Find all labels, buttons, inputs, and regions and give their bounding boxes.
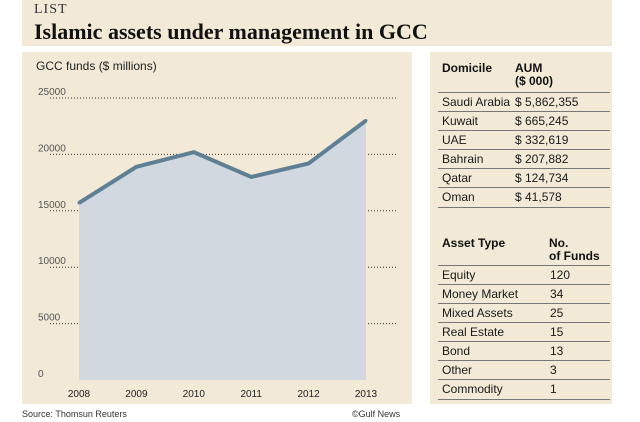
asset-value: 3 [550,363,557,377]
domicile-value: $ 207,882 [515,152,569,166]
domicile-header: Domicile [442,61,493,75]
asset-name: Mixed Assets [442,306,513,320]
x-tick-label: 2011 [240,389,262,400]
table-row: Saudi Arabia $ 5,862,355 [438,92,610,112]
domicile-value: $ 41,578 [515,190,562,204]
x-tick-label: 2009 [125,389,148,400]
asset-value: 1 [550,382,557,396]
domicile-name: UAE [442,133,467,147]
asset-value: 34 [550,287,564,301]
data-point-2011 [249,175,253,179]
data-point-2012 [307,161,311,165]
x-tick-label: 2010 [183,389,206,400]
table-row: Equity 120 [438,265,610,285]
y-tick-label: 20000 [38,143,66,154]
y-tick-label: 10000 [38,256,66,267]
aum-header: AUM [515,61,543,75]
source-note: Source: Thomsun Reuters [22,409,127,419]
asset-name: Commodity [442,382,503,396]
credit-note: ©Gulf News [352,409,401,419]
table-row: Qatar $ 124,734 [438,168,610,188]
y-tick-label: 0 [38,369,44,380]
table-row: Bahrain $ 207,882 [438,149,610,169]
asset-name: Equity [442,268,476,282]
asset-name: Other [442,363,473,377]
domicile-value: $ 332,619 [515,133,569,147]
x-tick-label: 2013 [355,389,378,400]
table-row: Real Estate 15 [438,322,610,342]
fund-count-header: No. [549,236,569,250]
table-row: UAE $ 332,619 [438,130,610,150]
x-tick-label: 2008 [68,389,91,400]
asset-value: 15 [550,325,564,339]
data-point-2009 [134,165,138,169]
data-point-2010 [192,150,196,154]
x-tick-label: 2012 [297,389,320,400]
domicile-name: Bahrain [442,152,484,166]
table-row: Bond 13 [438,341,610,361]
table-row: Commodity 1 [438,379,610,400]
asset-value: 13 [550,344,564,358]
data-point-2008 [77,201,81,205]
domicile-name: Saudi Arabia [442,95,511,109]
domicile-value: $ 665,245 [515,114,569,128]
table-row: Other 3 [438,360,610,380]
header-banner [22,0,612,46]
series-line [77,118,368,205]
page-title: Islamic assets under management in GCC [34,19,428,44]
table-row: Money Market 34 [438,284,610,304]
fund-count-units-header: of Funds [549,249,600,263]
y-tick-label: 5000 [38,313,61,324]
kicker-label: LIST [34,2,68,17]
asset-name: Money Market [442,287,519,301]
domicile-value: $ 5,862,355 [515,95,579,109]
asset-name: Real Estate [442,325,505,339]
y-tick-label: 15000 [38,200,66,211]
table-row: Mixed Assets 25 [438,303,610,323]
domicile-value: $ 124,734 [515,171,569,185]
table-row: Oman $ 41,578 [438,187,610,208]
asset-type-header: Asset Type [442,236,506,250]
domicile-name: Oman [442,190,475,204]
domicile-name: Qatar [442,171,473,185]
table-row: Kuwait $ 665,245 [438,111,610,131]
area-fill [79,120,366,380]
data-point-2013 [364,119,368,123]
chart-title: GCC funds ($ millions) [36,59,157,73]
y-tick-label: 25000 [38,87,66,98]
aum-units-header: ($ 000) [515,74,554,88]
asset-name: Bond [442,344,471,358]
domicile-name: Kuwait [442,114,479,128]
asset-value: 25 [550,306,564,320]
asset-value: 120 [550,268,571,282]
table-panel [430,52,612,404]
